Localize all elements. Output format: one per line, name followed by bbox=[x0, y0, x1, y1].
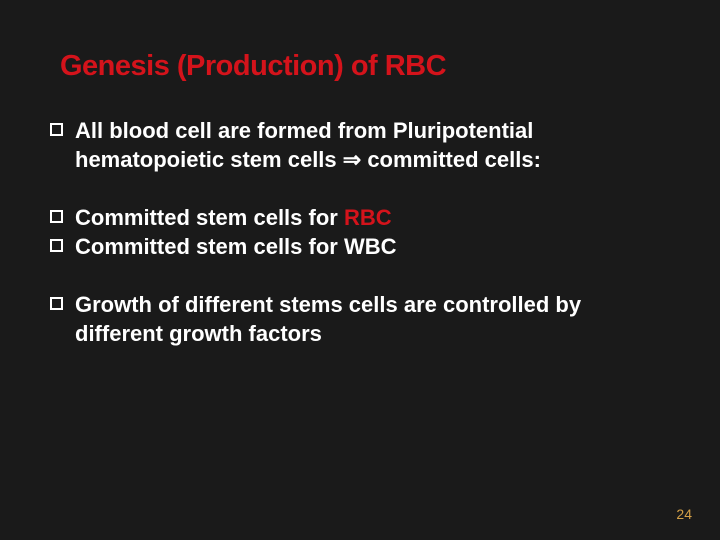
slide-container: Genesis (Production) of RBC All blood ce… bbox=[0, 0, 720, 540]
bullet-item: All blood cell are formed from Pluripote… bbox=[50, 117, 670, 174]
checkbox-icon bbox=[50, 123, 63, 136]
bullet-item: Committed stem cells for RBC bbox=[50, 204, 670, 233]
page-number: 24 bbox=[676, 506, 692, 522]
bullet-group-3: Growth of different stems cells are cont… bbox=[50, 291, 670, 348]
checkbox-icon bbox=[50, 210, 63, 223]
bullet-text: All blood cell are formed from Pluripote… bbox=[75, 117, 670, 174]
bullet-group-1: All blood cell are formed from Pluripote… bbox=[50, 117, 670, 174]
bullet-text: Committed stem cells for WBC bbox=[75, 233, 670, 262]
slide-content: All blood cell are formed from Pluripote… bbox=[50, 117, 670, 349]
checkbox-icon bbox=[50, 239, 63, 252]
text-segment: Committed stem cells for bbox=[75, 205, 344, 230]
bullet-item: Growth of different stems cells are cont… bbox=[50, 291, 670, 348]
bullet-text: Committed stem cells for RBC bbox=[75, 204, 670, 233]
text-accent: RBC bbox=[344, 205, 392, 230]
bullet-item: Committed stem cells for WBC bbox=[50, 233, 670, 262]
text-segment: committed cells: bbox=[361, 147, 541, 172]
bullet-text: Growth of different stems cells are cont… bbox=[75, 291, 670, 348]
slide-title: Genesis (Production) of RBC bbox=[50, 50, 670, 83]
arrow-icon: ⇒ bbox=[343, 147, 361, 172]
bullet-group-2: Committed stem cells for RBC Committed s… bbox=[50, 204, 670, 261]
checkbox-icon bbox=[50, 297, 63, 310]
